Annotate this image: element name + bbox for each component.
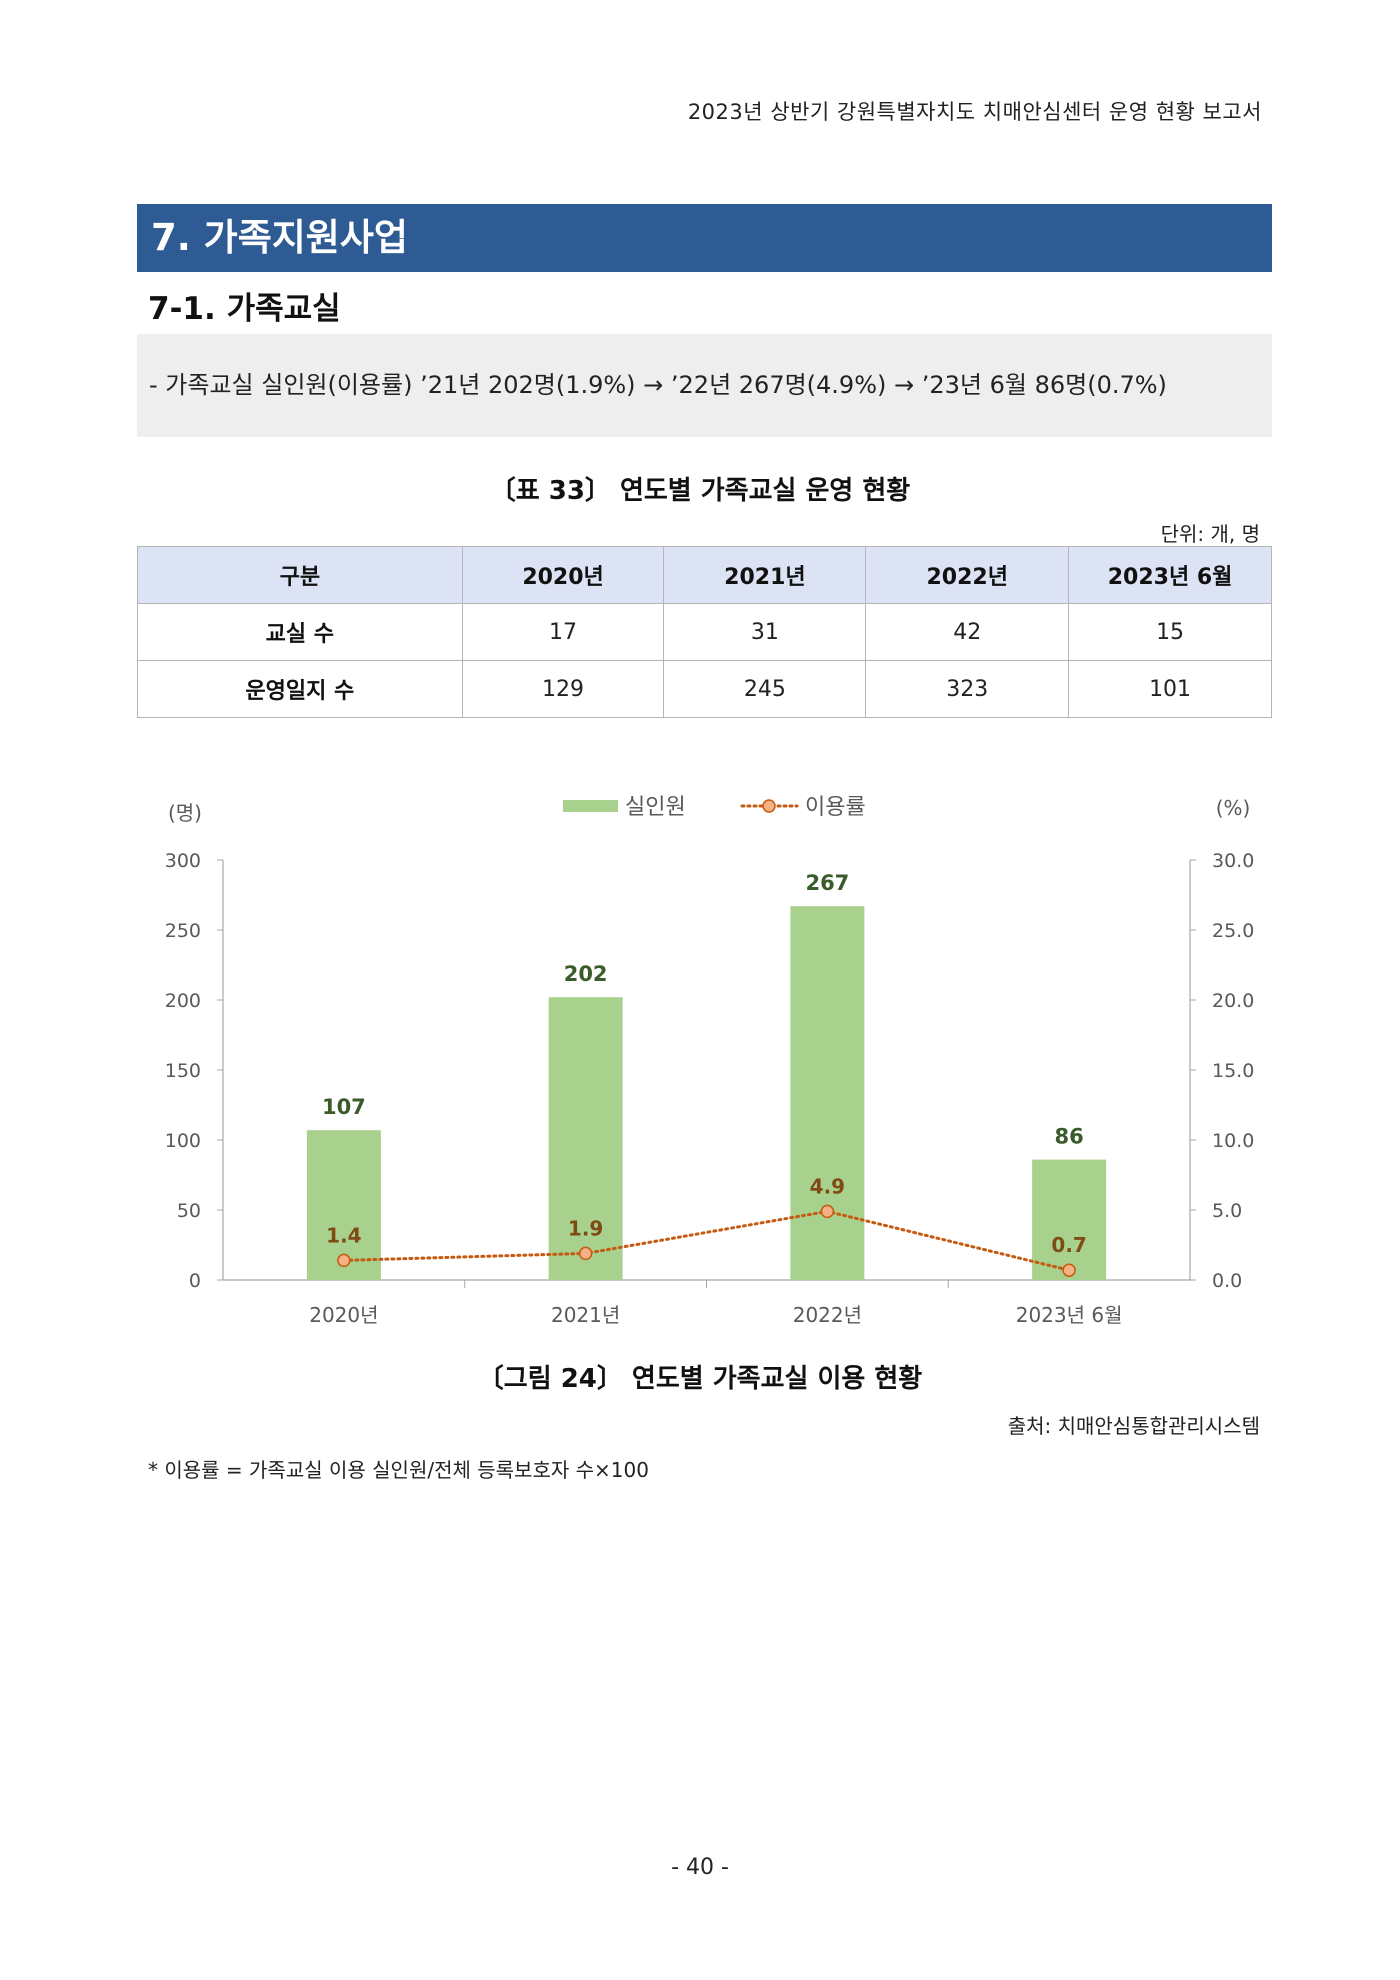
section-title: 7. 가족지원사업 [137,204,1272,272]
bar-2021년 [548,997,623,1280]
summary-box: - 가족교실 실인원(이용률) ’21년 202명(1.9%) → ’22년 2… [137,334,1272,437]
table-header-row: 구분 2020년 2021년 2022년 2023년 6월 [137,546,1272,604]
usage-chart: 0 50 100 150 200 250 300 0.0 5.0 10.0 15.0 20.0 25.0… [145,780,1265,1340]
left-tick-label: 300 [165,850,201,872]
subsection-title: 7-1. 가족교실 [148,291,341,327]
right-tick-label: 20.0 [1212,990,1254,1012]
right-tick-label: 0.0 [1212,1270,1242,1292]
table-header-cell: 2021년 [663,546,867,604]
table-cell: 31 [663,603,867,661]
operation-table: 구분 2020년 2021년 2022년 2023년 6월 교실 수 17 31… [137,546,1272,718]
summary-text: - 가족교실 실인원(이용률) ’21년 202명(1.9%) → ’22년 2… [149,371,1167,399]
bar-2023년 6월 [1032,1159,1107,1280]
source-note: 출처: 치매안심통합관리시스템 [1007,1414,1260,1438]
table-cell: 42 [865,603,1070,661]
left-tick-label: 100 [165,1130,201,1152]
page-number: - 40 - [671,1855,729,1880]
rate-point [1062,1263,1076,1277]
left-tick-label: 150 [165,1060,201,1082]
legend-bar-label: 실인원 [625,795,686,820]
footnote: * 이용률 = 가족교실 이용 실인원/전체 등록보호자 수×100 [148,1458,649,1482]
right-tick-label: 10.0 [1212,1130,1254,1152]
table-row-label: 운영일지 수 [137,660,463,718]
table-cell: 15 [1068,603,1272,661]
table-cell: 129 [461,660,665,718]
rate-data-label: 4.9 [810,1174,845,1198]
right-axis-label: (%) [1216,796,1251,820]
table-row-label: 교실 수 [137,603,463,661]
rate-line [342,1209,1071,1272]
table-cell: 101 [1068,660,1272,718]
bar-data-label: 86 [1055,1125,1084,1149]
table-cell: 17 [461,603,665,661]
right-tick-label: 15.0 [1212,1060,1254,1082]
table-row: 운영일지 수 129 245 323 101 [137,660,1272,718]
legend-line-marker [762,799,776,813]
legend-line-label: 이용률 [805,795,866,820]
right-tick-label: 30.0 [1212,850,1254,872]
running-header: 2023년 상반기 강원특별자치도 치매안심센터 운영 현황 보고서 [687,100,1262,124]
table-row: 교실 수 17 31 42 15 [137,603,1272,661]
table-header-cell: 2022년 [865,546,1070,604]
bar-data-label: 267 [805,871,849,895]
rate-data-label: 0.7 [1051,1233,1086,1257]
figure-caption: 〔그림 24〕 연도별 가족교실 이용 현황 [477,1364,923,1394]
usage-chart-svg: 0 50 100 150 200 250 300 0.0 5.0 10.0 15.0 20.0 25.0… [165,795,1255,1327]
bar-data-label: 107 [322,1095,366,1119]
table-cell: 245 [663,660,867,718]
x-tick-label: 2023년 6월 [1016,1303,1123,1327]
left-axis-label: (명) [168,801,202,825]
right-tick-label: 25.0 [1212,920,1254,942]
bar-data-label: 202 [564,962,608,986]
table-caption: 〔표 33〕 연도별 가족교실 운영 현황 [489,476,911,506]
table-header-cell: 구분 [137,546,463,604]
x-tick-label: 2021년 [551,1303,620,1327]
table-header-cell: 2023년 6월 [1068,546,1272,604]
rate-point [578,1246,593,1261]
x-tick-label: 2020년 [309,1303,378,1327]
bar-2022년 [790,906,865,1280]
table-unit: 단위: 개, 명 [1160,522,1260,546]
legend-bar-swatch [563,800,618,812]
left-tick-label: 0 [189,1270,201,1292]
rate-data-label: 1.4 [326,1223,361,1247]
table-cell: 323 [865,660,1070,718]
rate-point [820,1204,835,1219]
left-tick-label: 200 [165,990,201,1012]
rate-data-label: 1.9 [568,1216,603,1240]
rate-point [337,1253,351,1268]
table-header-cell: 2020년 [461,546,665,604]
left-tick-label: 50 [177,1200,201,1222]
x-tick-label: 2022년 [793,1303,862,1327]
left-tick-label: 250 [165,920,201,942]
right-tick-label: 5.0 [1212,1200,1242,1222]
